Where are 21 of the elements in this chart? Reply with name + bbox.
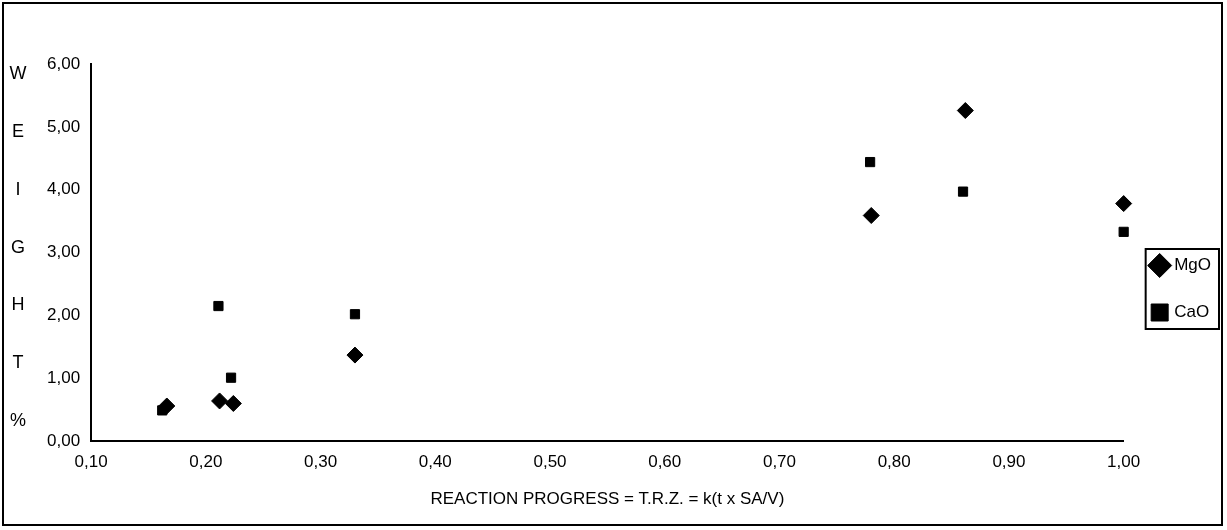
text: WEIGHT % — [9, 62, 27, 431]
legend-label: CaO — [1174, 302, 1210, 322]
x-tick-label: 0,40 — [418, 452, 452, 472]
y-tick-label: 6,00 — [46, 53, 81, 73]
y-tick-label: 0,00 — [46, 430, 81, 450]
x-tick-label: 0,30 — [304, 452, 338, 472]
x-tick-label: 0,20 — [189, 452, 223, 472]
x-tick-label: 0,80 — [877, 452, 911, 472]
x-axis-title: REACTION PROGRESS = T.R.Z. = k(t x SA/V) — [430, 489, 785, 509]
y-tick-label: 1,00 — [46, 368, 81, 388]
y-tick-label: 2,00 — [46, 305, 81, 325]
x-tick-label: 0,50 — [533, 452, 567, 472]
x-tick-label: 0,60 — [648, 452, 682, 472]
x-tick-label: 0,10 — [74, 452, 108, 472]
x-tick-label: 1,00 — [1107, 452, 1141, 472]
legend-label: MgO — [1174, 255, 1211, 275]
y-tick-label: 5,00 — [46, 116, 81, 136]
y-tick-label: 4,00 — [46, 179, 81, 199]
x-tick-label: 0,70 — [762, 452, 797, 472]
y-tick-label: 3,00 — [46, 242, 81, 262]
x-tick-label: 0,90 — [992, 452, 1026, 472]
